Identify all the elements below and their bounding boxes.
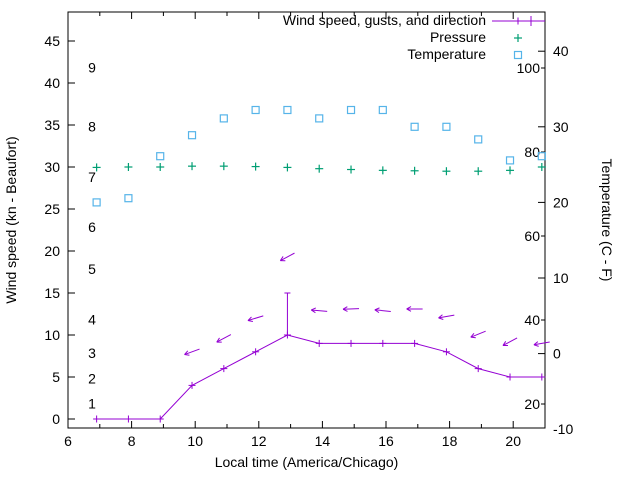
beaufort-label: 2 (88, 370, 96, 386)
beaufort-label: 4 (88, 312, 96, 328)
fahrenheit-tick-label: 60 (524, 228, 540, 244)
y-right-tick-label: 30 (553, 119, 569, 135)
y-left-tick-label: 35 (44, 117, 60, 133)
beaufort-label: 7 (88, 169, 96, 185)
y-left-tick-label: 45 (44, 33, 60, 49)
wind-direction-arrowhead (534, 345, 539, 347)
temperature-point (252, 107, 259, 114)
y-right-tick-label: 20 (553, 194, 569, 210)
beaufort-label: 6 (88, 219, 96, 235)
x-tick-label: 8 (128, 433, 136, 449)
y-left-tick-label: 5 (52, 369, 60, 385)
legend-label: Pressure (430, 29, 486, 45)
x-tick-label: 12 (251, 433, 267, 449)
temperature-point (411, 123, 418, 130)
beaufort-label: 8 (88, 118, 96, 134)
beaufort-label: 1 (88, 396, 96, 412)
fahrenheit-tick-label: 20 (524, 396, 540, 412)
y-left-tick-label: 20 (44, 243, 60, 259)
temperature-point (157, 153, 164, 160)
fahrenheit-tick-label: 100 (517, 60, 541, 76)
temperature-point (507, 157, 514, 164)
temperature-point (443, 123, 450, 130)
x-tick-label: 10 (187, 433, 203, 449)
x-axis-title: Local time (America/Chicago) (215, 454, 399, 470)
y-left-tick-label: 0 (52, 411, 60, 427)
beaufort-label: 5 (88, 261, 96, 277)
x-tick-label: 20 (505, 433, 521, 449)
temperature-point (316, 115, 323, 122)
y-left-tick-label: 30 (44, 159, 60, 175)
temperature-point (220, 115, 227, 122)
legend-temperature-marker (515, 52, 522, 59)
temperature-point (284, 107, 291, 114)
temperature-point (125, 195, 132, 202)
wind-speed-line (97, 335, 542, 419)
temperature-point (189, 132, 196, 139)
y-right-tick-label: 40 (553, 43, 569, 59)
x-tick-label: 14 (315, 433, 331, 449)
wind-direction-arrowhead (375, 308, 380, 310)
temperature-point (348, 107, 355, 114)
fahrenheit-tick-label: 40 (524, 312, 540, 328)
wind-direction-arrowhead (471, 337, 476, 338)
wind-direction-arrow (343, 309, 359, 310)
temperature-point (475, 136, 482, 143)
x-tick-label: 6 (64, 433, 72, 449)
beaufort-label: 3 (88, 345, 96, 361)
temperature-point (93, 199, 100, 206)
y-right-tick-label: 10 (553, 270, 569, 286)
x-tick-label: 16 (378, 433, 394, 449)
wind-direction-arrowhead (439, 318, 444, 320)
wind-direction-arrowhead (185, 355, 190, 356)
legend-label: Wind speed, gusts, and direction (283, 12, 486, 28)
y-right-tick-label: 0 (553, 346, 561, 362)
wind-direction-arrowhead (248, 321, 253, 322)
y-left-tick-label: 15 (44, 285, 60, 301)
x-tick-label: 18 (442, 433, 458, 449)
y-left-tick-label: 10 (44, 327, 60, 343)
y-right-axis-title: Temperature (C - F) (599, 159, 615, 282)
y-left-axis-title: Wind speed (kn - Beaufort) (3, 136, 19, 303)
beaufort-label: 9 (88, 60, 96, 76)
temperature-point (379, 107, 386, 114)
y-right-tick-label: -10 (553, 421, 573, 437)
y-left-tick-label: 25 (44, 201, 60, 217)
y-left-tick-label: 40 (44, 75, 60, 91)
legend-label: Temperature (407, 46, 486, 62)
